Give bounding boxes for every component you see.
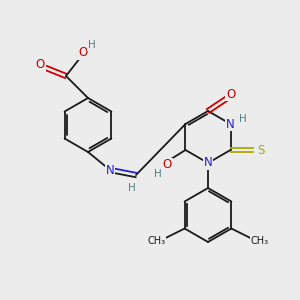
- Text: N: N: [226, 118, 235, 130]
- Text: N: N: [106, 164, 114, 176]
- Text: CH₃: CH₃: [148, 236, 166, 247]
- Text: O: O: [35, 58, 45, 71]
- Text: H: H: [154, 169, 161, 179]
- Text: H: H: [128, 183, 136, 193]
- Text: CH₃: CH₃: [250, 236, 268, 247]
- Text: H: H: [238, 114, 246, 124]
- Text: H: H: [88, 40, 96, 50]
- Text: O: O: [163, 158, 172, 172]
- Text: S: S: [257, 143, 264, 157]
- Text: O: O: [78, 46, 88, 59]
- Text: O: O: [226, 88, 236, 100]
- Text: N: N: [204, 157, 212, 169]
